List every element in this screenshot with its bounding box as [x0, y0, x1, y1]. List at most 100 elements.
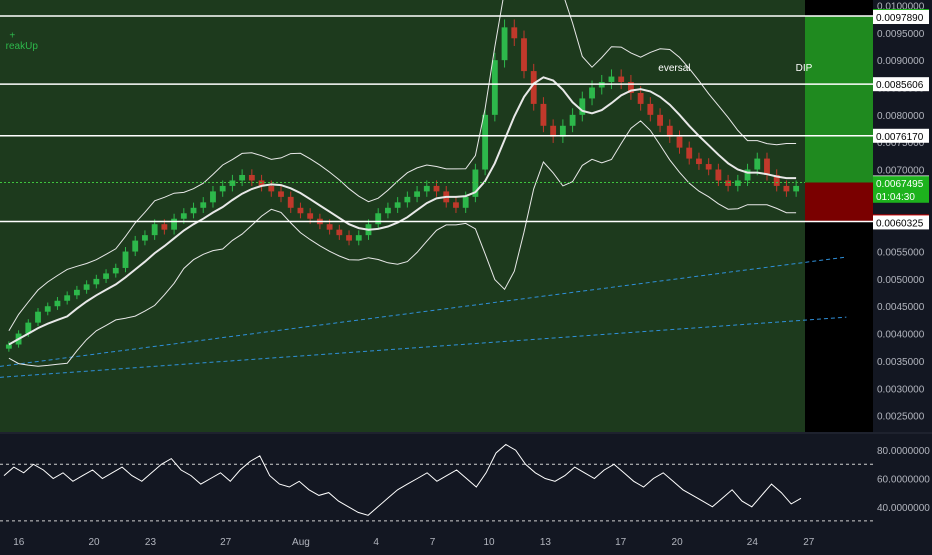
- price-label-box-5: [873, 176, 929, 191]
- candle-body: [491, 60, 498, 115]
- price-tick-label: 0.0040000: [877, 330, 925, 341]
- price-label-box-3: [873, 128, 929, 143]
- candle-body: [511, 27, 518, 39]
- candle-body: [501, 27, 508, 61]
- price-tick-label: 0.0030000: [877, 384, 925, 395]
- candle-body: [336, 229, 343, 236]
- x-tick-label: 4: [373, 537, 379, 548]
- candle-body: [210, 191, 216, 203]
- candle-body: [559, 125, 566, 137]
- candle-body: [297, 207, 304, 214]
- candle-body: [54, 300, 61, 307]
- candle-body: [278, 191, 284, 197]
- x-tick-label: 27: [803, 537, 815, 548]
- x-tick-label: 20: [88, 537, 100, 548]
- candle-body: [83, 284, 90, 290]
- candle-body: [190, 207, 197, 214]
- price-label-box-8: [873, 215, 929, 230]
- moving-average: [8, 76, 797, 346]
- candle-body: [676, 136, 683, 148]
- candle-body: [589, 87, 595, 99]
- candle-body: [637, 92, 644, 104]
- candle-body: [686, 147, 693, 159]
- candle-body: [44, 306, 51, 312]
- candle-body: [385, 207, 391, 214]
- rsi-tick-label: 40.0000000: [877, 503, 930, 514]
- candle-body: [200, 202, 207, 208]
- candle-body: [754, 158, 761, 170]
- candle-body: [657, 114, 663, 126]
- candle-body: [142, 235, 148, 241]
- candle-body: [326, 224, 333, 230]
- rsi-tick-label: 80.0000000: [877, 446, 930, 457]
- price-tick-label: 0.0070000: [877, 166, 925, 177]
- candle-body: [151, 224, 158, 236]
- x-tick-label: 16: [13, 537, 25, 548]
- annotation-0: +: [9, 30, 15, 41]
- x-tick-label: 23: [145, 537, 157, 548]
- price-label-box-2: [873, 77, 929, 92]
- candle-body: [268, 185, 275, 192]
- candle-body: [550, 125, 557, 137]
- price-label-box-1: [873, 10, 929, 25]
- candle-body: [394, 202, 401, 208]
- candle-body: [64, 295, 71, 301]
- candle-body: [180, 213, 187, 219]
- price-label-1: 0.0097890: [876, 13, 924, 24]
- candle-body: [423, 185, 430, 192]
- upper-band: [8, 0, 797, 332]
- annotation-1: reakUp: [6, 41, 39, 52]
- price-tick-label: 0.0055000: [877, 248, 925, 259]
- candle-body: [705, 164, 712, 170]
- candle-body: [482, 114, 489, 170]
- x-tick-label: 10: [483, 537, 495, 548]
- candle-body: [627, 82, 634, 93]
- price-tick-label: 0.0080000: [877, 111, 925, 122]
- candle-body: [258, 180, 265, 186]
- candle-body: [73, 289, 80, 296]
- candle-body: [579, 98, 586, 115]
- candle-body: [161, 224, 168, 230]
- candle-body: [346, 235, 352, 241]
- price-label-3: 0.0076170: [876, 132, 924, 143]
- candle-body: [307, 213, 314, 219]
- price-label-2: 0.0085606: [876, 80, 924, 91]
- take-profit-zone: [805, 16, 873, 183]
- rsi-line: [3, 443, 802, 516]
- price-tick-label: 0.0025000: [877, 412, 925, 423]
- candle-body: [608, 76, 615, 83]
- candle-body: [521, 38, 527, 72]
- candle-body: [35, 311, 41, 323]
- trend-line-0: [0, 256, 847, 367]
- stop-loss-zone: [805, 182, 873, 222]
- candle-body: [171, 218, 178, 230]
- x-tick-label: 7: [430, 537, 436, 548]
- candle-body: [287, 196, 294, 208]
- candle-body: [219, 185, 226, 192]
- candle-body: [569, 114, 576, 126]
- price-tick-label: 0.0035000: [877, 357, 925, 368]
- price-tick-label: 0.0100000: [877, 1, 925, 12]
- candle-body: [433, 185, 440, 192]
- candle-body: [725, 180, 732, 186]
- x-tick-label: 17: [615, 537, 627, 548]
- lower-band: [8, 120, 797, 367]
- candle-body: [618, 76, 625, 83]
- trend-line-1: [0, 316, 847, 378]
- rsi-tick-label: 60.0000000: [877, 474, 930, 485]
- candle-body: [666, 125, 673, 137]
- plot-area: [0, 0, 805, 432]
- price-tick-label: 0.0050000: [877, 275, 925, 286]
- candle-body: [414, 191, 420, 197]
- x-tick-label: 13: [540, 537, 552, 548]
- price-label-6: 01:04:30: [876, 192, 915, 203]
- candle-body: [122, 251, 129, 268]
- candle-body: [355, 235, 362, 241]
- candle-body: [793, 185, 800, 192]
- candle-body: [248, 174, 255, 181]
- price-label-box-6: [873, 188, 929, 203]
- price-tick-label: 0.0095000: [877, 29, 925, 40]
- candle-body: [462, 196, 469, 208]
- x-tick-label: Aug: [292, 537, 310, 548]
